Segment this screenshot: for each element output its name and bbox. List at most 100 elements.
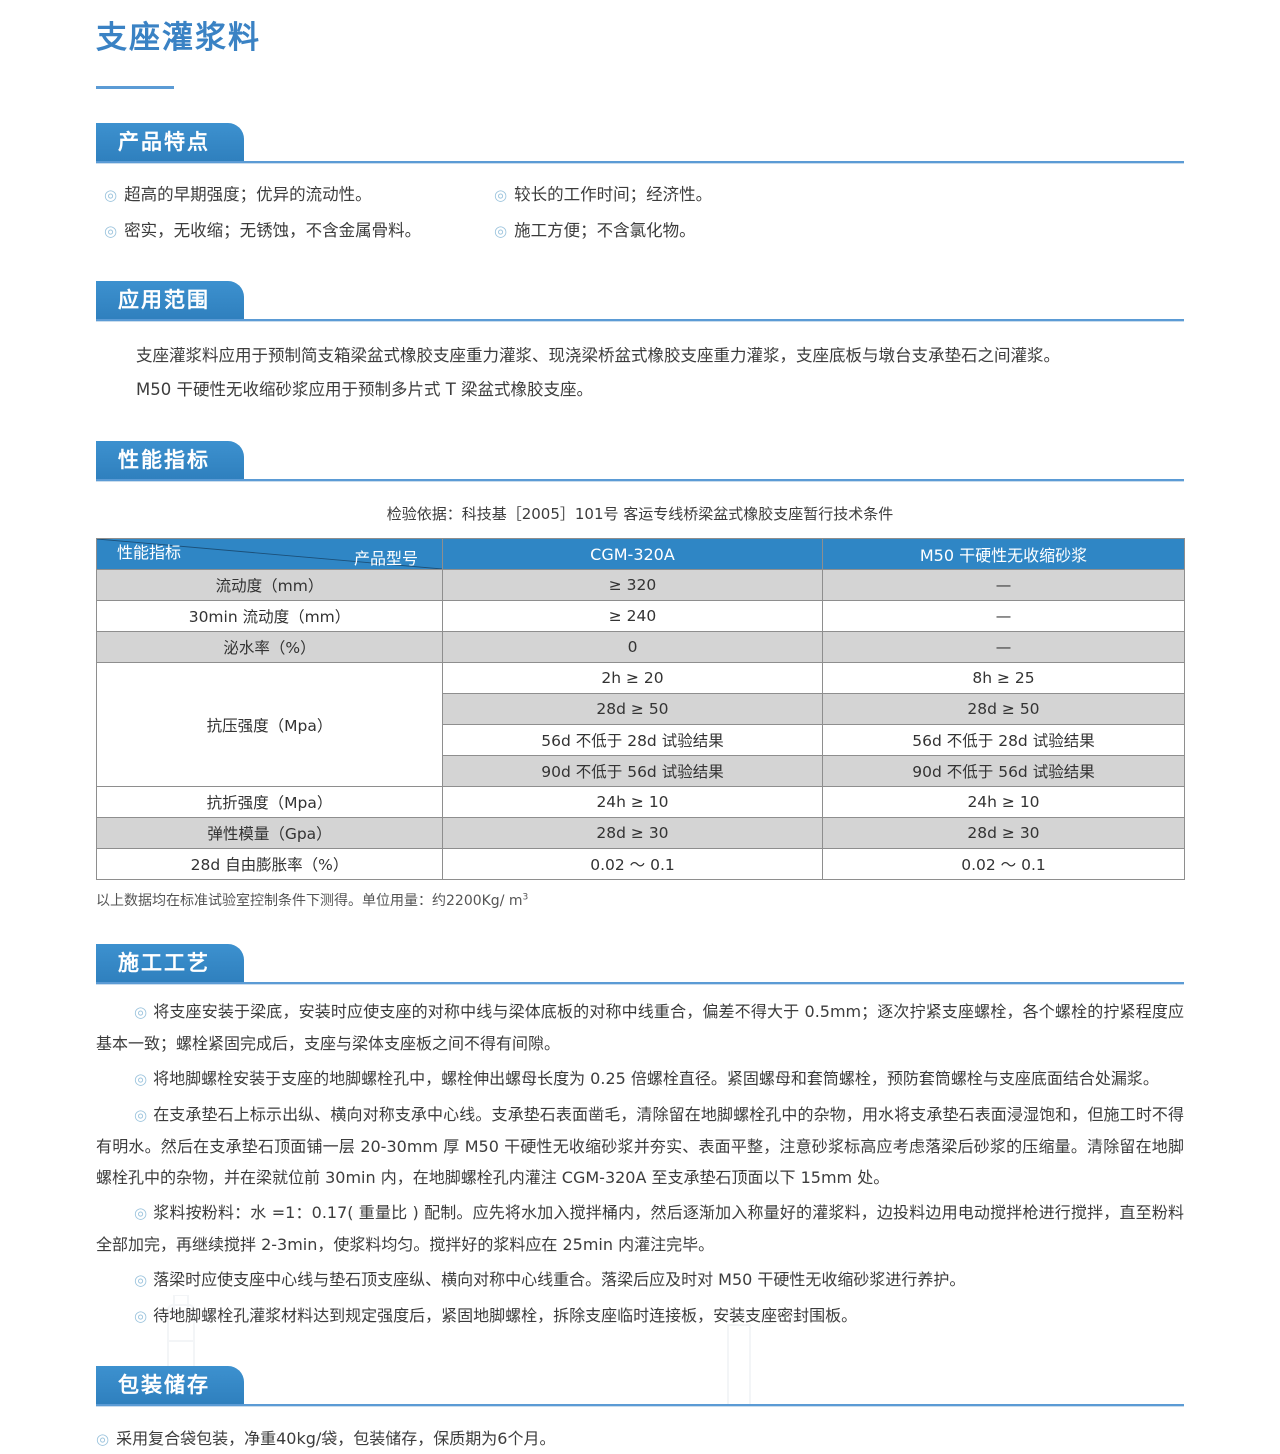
packaging-list: ◎ 采用复合袋包装，净重40kg/袋，包装储存，保质期为6个月。 [96, 1424, 1184, 1454]
section-rule-features [96, 161, 1184, 165]
circle-bullet-icon: ◎ [494, 186, 508, 205]
row-value-m50: 90d 不低于 56d 试验结果 [822, 755, 1185, 788]
section-rule-scope [96, 319, 1184, 323]
row-value-m50: 28d ≥ 50 [822, 693, 1185, 726]
row-value-cgm: ≥ 320 [442, 569, 823, 602]
circle-bullet-icon: ◎ [104, 222, 118, 241]
circle-bullet-icon: ◎ [104, 186, 118, 205]
circle-bullet-icon: ◎ [134, 1307, 148, 1326]
step-text: 浆料按粉料：水 =1：0.17( 重量比 ) 配制。应先将水加入搅拌桶内，然后逐… [96, 1203, 1184, 1255]
section-product-features: 产品特点 ◎ 超高的早期强度；优异的流动性。 ◎ 较长的工作时间；经济性。 ◎ … [96, 123, 1184, 247]
row-label: 流动度（mm） [96, 569, 443, 602]
table-row: 28d 自由膨胀率（%） 0.02 ～ 0.1 0.02 ～ 0.1 [96, 848, 1185, 881]
section-tab-packaging: 包装储存 [96, 1366, 244, 1405]
row-value-cgm: 2h ≥ 20 [442, 662, 823, 695]
row-value-m50: — [822, 569, 1185, 602]
section-tab-performance: 性能指标 [96, 441, 244, 480]
feature-text: 密实，无收缩；无锈蚀，不含金属骨料。 [124, 221, 422, 241]
table-row: 28d ≥ 50 28d ≥ 50 [97, 693, 1185, 726]
list-item: ◎ 浆料按粉料：水 =1：0.17( 重量比 ) 配制。应先将水加入搅拌桶内，然后… [96, 1197, 1184, 1260]
feature-text: 施工方便；不含氯化物。 [514, 221, 696, 241]
test-standard-note: 检验依据：科技基［2005］101号 客运专线桥梁盆式橡胶支座暂行技术条件 [386, 505, 894, 524]
table-row: 抗折强度（Mpa） 24h ≥ 10 24h ≥ 10 [96, 786, 1185, 819]
table-footnote-text: 以上数据均在标准试验室控制条件下测得。单位用量：约2200Kg/ m [96, 893, 523, 910]
title-underline-rule [96, 86, 174, 90]
table-footnote-superscript: 3 [522, 892, 529, 903]
performance-spec-table: 产品型号 性能指标 CGM-320A M50 干硬性无收缩砂浆 流动度（mm） … [96, 538, 1185, 881]
list-item: ◎ 超高的早期强度；优异的流动性。 [104, 179, 494, 211]
section-application-scope: 应用范围 支座灌浆料应用于预制简支箱梁盆式橡胶支座重力灌浆、现浇梁桥盆式橡胶支座… [96, 281, 1184, 407]
circle-bullet-icon: ◎ [494, 222, 508, 241]
section-header-performance: 性能指标 [96, 441, 1184, 483]
row-value-m50: — [822, 631, 1185, 664]
row-label: 28d 自由膨胀率（%） [96, 848, 443, 881]
list-item: ◎ 施工方便；不含氯化物。 [494, 215, 1184, 247]
row-label: 泌水率（%） [96, 631, 443, 664]
table-row: 泌水率（%） 0 — [96, 631, 1185, 664]
row-value-m50: 24h ≥ 10 [822, 786, 1185, 819]
row-value-cgm: 0 [442, 631, 823, 664]
column-header-product-1: CGM-320A [442, 538, 823, 571]
row-value-m50: 0.02 ～ 0.1 [822, 848, 1185, 881]
product-datasheet-page: 支座灌浆料 产品特点 ◎ 超高的早期强度；优异的流动性。 ◎ 较长的工作时间；经… [96, 20, 1185, 1448]
row-label: 弹性模量（Gpa） [96, 817, 443, 850]
circle-bullet-icon: ◎ [134, 1003, 148, 1022]
row-value-m50: 8h ≥ 25 [822, 662, 1185, 695]
step-text: 将地脚螺栓安装于支座的地脚螺栓孔中，螺栓伸出螺母长度为 0.25 倍螺栓直径。紧… [153, 1069, 1159, 1089]
table-row: 流动度（mm） ≥ 320 — [96, 569, 1185, 602]
row-value-m50: 56d 不低于 28d 试验结果 [822, 724, 1185, 757]
section-rule-performance [96, 479, 1184, 483]
section-tab-features: 产品特点 [96, 123, 244, 162]
table-header-row: 产品型号 性能指标 CGM-320A M50 干硬性无收缩砂浆 [96, 538, 1185, 571]
list-item: ◎ 较长的工作时间；经济性。 [494, 179, 1184, 211]
row-value-cgm: 56d 不低于 28d 试验结果 [442, 724, 823, 757]
row-label: 30min 流动度（mm） [96, 600, 443, 633]
row-value-cgm: 24h ≥ 10 [442, 786, 823, 819]
table-row: 56d 不低于 28d 试验结果 56d 不低于 28d 试验结果 [97, 724, 1185, 757]
step-text: 落梁时应使支座中心线与垫石顶支座纵、横向对称中心线重合。落梁后应及时对 M50 … [153, 1270, 966, 1290]
circle-bullet-icon: ◎ [96, 1430, 110, 1449]
row-value-cgm: 28d ≥ 50 [442, 693, 823, 726]
section-performance-indicators: 性能指标 检验依据：科技基［2005］101号 客运专线桥梁盆式橡胶支座暂行技术… [96, 441, 1185, 910]
section-header-scope: 应用范围 [96, 281, 1184, 323]
page-title: 支座灌浆料 [96, 20, 261, 56]
row-value-cgm: 28d ≥ 30 [442, 817, 823, 850]
row-label: 抗折强度（Mpa） [96, 786, 443, 819]
row-value-m50: — [822, 600, 1185, 633]
diagonal-divider-icon [97, 539, 442, 569]
table-corner-header-cell: 产品型号 性能指标 [96, 538, 443, 571]
scope-paragraphs: 支座灌浆料应用于预制简支箱梁盆式橡胶支座重力灌浆、现浇梁桥盆式橡胶支座重力灌浆，… [96, 339, 1184, 407]
row-value-cgm: 0.02 ～ 0.1 [442, 848, 823, 881]
list-item: ◎ 待地脚螺栓孔灌浆材料达到规定强度后，紧固地脚螺栓，拆除支座临时连接板，安装支座… [96, 1300, 1184, 1332]
section-header-features: 产品特点 [96, 123, 1184, 165]
row-value-cgm: 90d 不低于 56d 试验结果 [442, 755, 823, 788]
column-header-product-2: M50 干硬性无收缩砂浆 [822, 538, 1185, 571]
table-row: 弹性模量（Gpa） 28d ≥ 30 28d ≥ 30 [96, 817, 1185, 850]
section-rule-construction [96, 982, 1184, 986]
scope-paragraph: M50 干硬性无收缩砂浆应用于预制多片式 T 梁盆式橡胶支座。 [136, 380, 594, 400]
circle-bullet-icon: ◎ [134, 1070, 148, 1089]
table-row: 30min 流动度（mm） ≥ 240 — [96, 600, 1185, 633]
list-item: ◎ 将地脚螺栓安装于支座的地脚螺栓孔中，螺栓伸出螺母长度为 0.25 倍螺栓直径。… [96, 1063, 1184, 1095]
circle-bullet-icon: ◎ [134, 1106, 148, 1125]
row-label-group-compressive-strength: 抗压强度（Mpa） [96, 662, 443, 788]
scope-paragraph: 支座灌浆料应用于预制简支箱梁盆式橡胶支座重力灌浆、现浇梁桥盆式橡胶支座重力灌浆，… [136, 346, 1060, 366]
table-footnote: 以上数据均在标准试验室控制条件下测得。单位用量：约2200Kg/ m3 [96, 890, 1184, 910]
list-item: ◎ 在支承垫石上标示出纵、横向对称支承中心线。支承垫石表面凿毛，清除留在地脚螺栓孔… [96, 1099, 1184, 1193]
section-header-packaging: 包装储存 [96, 1366, 1184, 1408]
circle-bullet-icon: ◎ [134, 1271, 148, 1290]
list-item: ◎ 落梁时应使支座中心线与垫石顶支座纵、横向对称中心线重合。落梁后应及时对 M50… [96, 1264, 1184, 1296]
corner-header-bottom-left: 性能指标 [117, 543, 182, 563]
step-text: 将支座安装于梁底，安装时应使支座的对称中线与梁体底板的对称中线重合，偏差不得大于… [96, 1002, 1184, 1054]
construction-steps-list: ◎ 将支座安装于梁底，安装时应使支座的对称中线与梁体底板的对称中线重合，偏差不得大… [96, 996, 1184, 1332]
section-header-construction: 施工工艺 [96, 944, 1184, 986]
section-construction-process: 施工工艺 ◎ 将支座安装于梁底，安装时应使支座的对称中线与梁体底板的对称中线重合，… [96, 944, 1184, 1332]
row-value-cgm: ≥ 240 [442, 600, 823, 633]
circle-bullet-icon: ◎ [134, 1204, 148, 1223]
table-row: 抗压强度（Mpa） 2h ≥ 20 8h ≥ 25 [96, 662, 1185, 788]
section-packaging-storage: 包装储存 ◎ 采用复合袋包装，净重40kg/袋，包装储存，保质期为6个月。 [96, 1366, 1184, 1454]
corner-header-top-right: 产品型号 [353, 549, 418, 569]
list-item: ◎ 将支座安装于梁底，安装时应使支座的对称中线与梁体底板的对称中线重合，偏差不得大… [96, 996, 1184, 1059]
row-value-m50: 28d ≥ 30 [822, 817, 1185, 850]
features-list: ◎ 超高的早期强度；优异的流动性。 ◎ 较长的工作时间；经济性。 ◎ 密实，无收… [96, 179, 1184, 247]
